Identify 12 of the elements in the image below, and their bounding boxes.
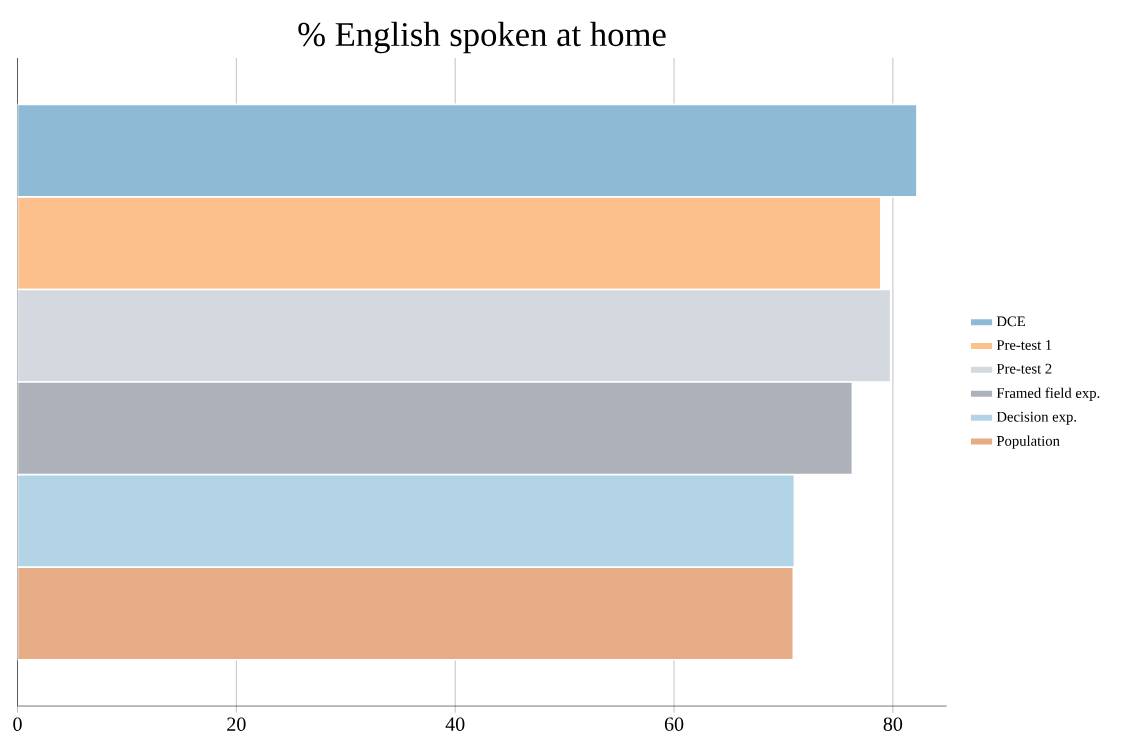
x-tick-label: 60	[664, 717, 684, 731]
legend-label: Population	[996, 435, 1060, 449]
x-tick-label: 40	[445, 717, 465, 731]
x-tick-label: 20	[227, 717, 246, 731]
legend-label: Decision exp.	[996, 411, 1077, 425]
legend-label: Framed field exp.	[996, 387, 1100, 401]
legend-label: Pre-test 2	[996, 363, 1052, 374]
x-tick-label: 0	[13, 717, 22, 731]
legend-label: Pre-test 1	[996, 340, 1052, 350]
chart-title: % English spoken at home	[298, 21, 666, 54]
x-tick-label: 80	[883, 717, 903, 731]
legend-label: DCE	[996, 316, 1025, 327]
